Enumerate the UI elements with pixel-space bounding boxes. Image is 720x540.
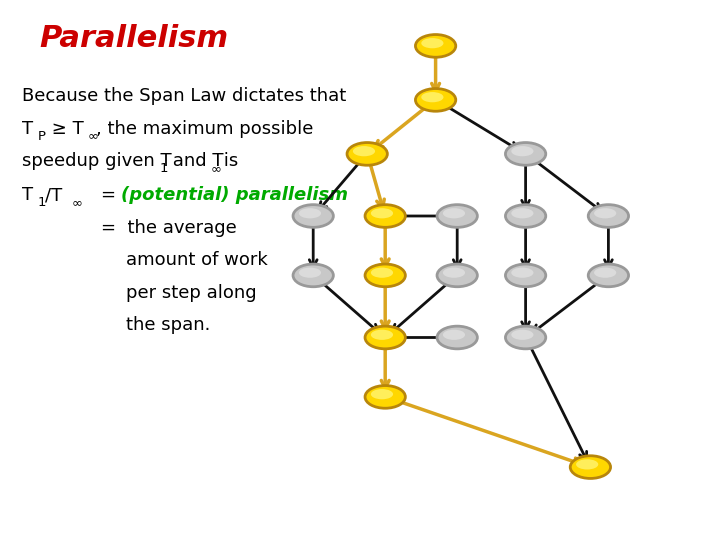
Text: P: P	[37, 130, 45, 143]
Ellipse shape	[570, 456, 611, 478]
Text: ≥ T: ≥ T	[46, 120, 84, 138]
Ellipse shape	[588, 205, 629, 227]
Text: =: =	[101, 186, 127, 204]
Ellipse shape	[505, 143, 546, 165]
Text: and T: and T	[167, 152, 223, 170]
Ellipse shape	[371, 389, 393, 399]
Ellipse shape	[421, 92, 444, 102]
Text: T: T	[22, 120, 32, 138]
Ellipse shape	[511, 268, 534, 278]
Ellipse shape	[443, 268, 465, 278]
Ellipse shape	[293, 264, 333, 287]
Text: (potential) parallelism: (potential) parallelism	[121, 186, 348, 204]
Text: ∞: ∞	[72, 196, 83, 209]
Text: speedup given T: speedup given T	[22, 152, 171, 170]
Ellipse shape	[594, 208, 616, 218]
Ellipse shape	[588, 264, 629, 287]
Ellipse shape	[347, 143, 387, 165]
Ellipse shape	[437, 326, 477, 349]
Ellipse shape	[443, 330, 465, 340]
Text: amount of work: amount of work	[126, 251, 268, 269]
Text: ∞: ∞	[88, 130, 99, 143]
Ellipse shape	[299, 208, 321, 218]
Ellipse shape	[443, 208, 465, 218]
Ellipse shape	[371, 208, 393, 218]
Text: the span.: the span.	[126, 316, 210, 334]
Text: is: is	[218, 152, 238, 170]
Text: 1: 1	[37, 196, 46, 209]
Text: Parallelism: Parallelism	[40, 24, 229, 53]
Ellipse shape	[437, 205, 477, 227]
Text: per step along: per step along	[126, 284, 256, 301]
Ellipse shape	[371, 268, 393, 278]
Text: ∞: ∞	[211, 162, 222, 175]
Ellipse shape	[299, 268, 321, 278]
Ellipse shape	[594, 268, 616, 278]
Ellipse shape	[505, 264, 546, 287]
Text: 1: 1	[160, 162, 168, 175]
Ellipse shape	[437, 264, 477, 287]
Text: /T: /T	[45, 186, 62, 204]
Ellipse shape	[415, 89, 456, 111]
Ellipse shape	[293, 205, 333, 227]
Ellipse shape	[365, 205, 405, 227]
Ellipse shape	[353, 146, 375, 156]
Ellipse shape	[511, 208, 534, 218]
Text: =  the average: = the average	[101, 219, 237, 237]
Ellipse shape	[371, 330, 393, 340]
Ellipse shape	[365, 264, 405, 287]
Text: Because the Span Law dictates that: Because the Span Law dictates that	[22, 87, 346, 105]
Ellipse shape	[421, 38, 444, 48]
Text: , the maximum possible: , the maximum possible	[96, 120, 313, 138]
Text: T: T	[22, 186, 32, 204]
Ellipse shape	[365, 326, 405, 349]
Ellipse shape	[576, 460, 598, 469]
Ellipse shape	[511, 146, 534, 156]
Ellipse shape	[511, 330, 534, 340]
Ellipse shape	[505, 205, 546, 227]
Ellipse shape	[505, 326, 546, 349]
Ellipse shape	[365, 386, 405, 408]
Ellipse shape	[415, 35, 456, 57]
